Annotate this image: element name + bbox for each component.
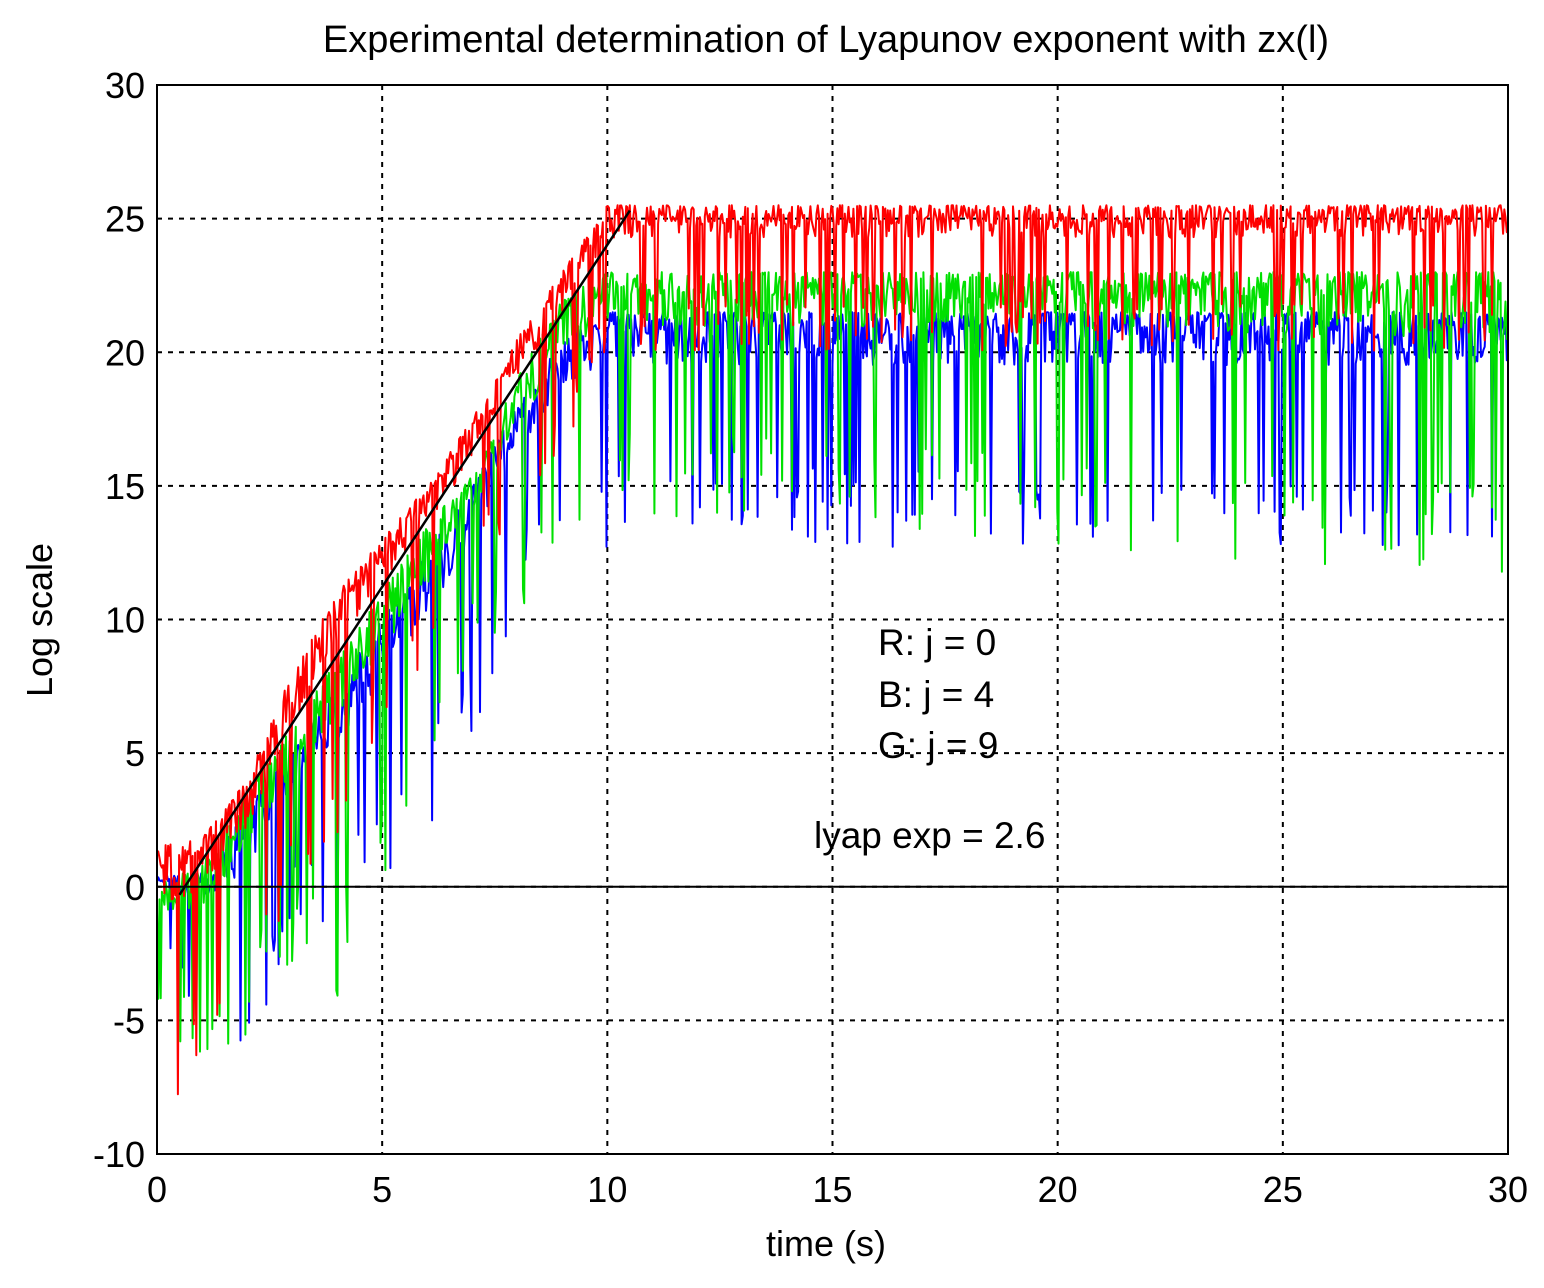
data-series: [157, 204, 1508, 1096]
y-tick-label: 15: [105, 466, 145, 507]
x-tick-label: 25: [1263, 1169, 1303, 1210]
x-tick-label: 20: [1038, 1169, 1078, 1210]
x-axis-label: time (s): [766, 1223, 886, 1264]
y-tick-label: -10: [93, 1134, 145, 1175]
y-tick-label: 30: [105, 65, 145, 106]
axis-ticks: 0 5 10 15 20 25 30 -10 -5 0 5 10 15 20 25 30: [93, 65, 1528, 1210]
chart-title: Experimental determination of Lyapunov e…: [323, 19, 1329, 61]
y-tick-label: 25: [105, 199, 145, 240]
legend-g: G: j = 9: [878, 725, 998, 766]
y-tick-label: 20: [105, 332, 145, 373]
lyap-exp-annotation: lyap exp = 2.6: [814, 815, 1045, 856]
series-b-trace: [157, 311, 1508, 1042]
axes-box: [156, 84, 1509, 1155]
y-axis-label: Log scale: [19, 543, 60, 697]
legend-r: R: j = 0: [878, 622, 996, 663]
x-tick-label: 10: [587, 1169, 627, 1210]
y-tick-label: -5: [113, 1000, 145, 1041]
x-tick-label: 15: [812, 1169, 852, 1210]
x-tick-label: 0: [147, 1169, 167, 1210]
x-tick-label: 30: [1488, 1169, 1528, 1210]
series-r-trace: [157, 204, 1508, 1096]
y-tick-label: 0: [125, 867, 145, 908]
legend-b: B: j = 4: [878, 674, 994, 715]
series-g-trace: [157, 271, 1508, 1053]
x-tick-label: 5: [372, 1169, 392, 1210]
y-tick-label: 10: [105, 600, 145, 641]
y-tick-label: 5: [125, 733, 145, 774]
lyapunov-fit-line: [178, 209, 631, 896]
